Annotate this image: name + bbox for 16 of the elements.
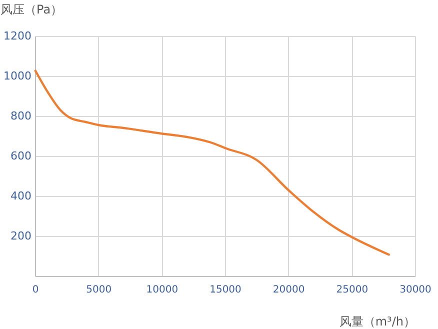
- y-tick-label: 400: [10, 190, 32, 202]
- x-tick-label: 25000: [336, 284, 368, 296]
- y-tick-label: 200: [10, 230, 32, 242]
- x-tick-label: 30000: [400, 284, 432, 296]
- x-tick-label: 20000: [272, 284, 305, 296]
- y-axis-title: 风压（Pa）: [0, 2, 63, 16]
- x-axis-title: 风量（m³/h）: [339, 314, 416, 328]
- y-tick-label: 800: [10, 110, 32, 122]
- line-series: [34, 68, 391, 256]
- y-tick-label: 1200: [4, 30, 32, 42]
- x-tick-label: 5000: [86, 284, 112, 296]
- x-tick-label: 0: [32, 284, 39, 296]
- x-tick-label: 15000: [210, 284, 242, 296]
- y-tick-label: 1000: [4, 70, 32, 82]
- y-tick-label: 600: [10, 150, 32, 162]
- x-tick-label: 10000: [146, 284, 178, 296]
